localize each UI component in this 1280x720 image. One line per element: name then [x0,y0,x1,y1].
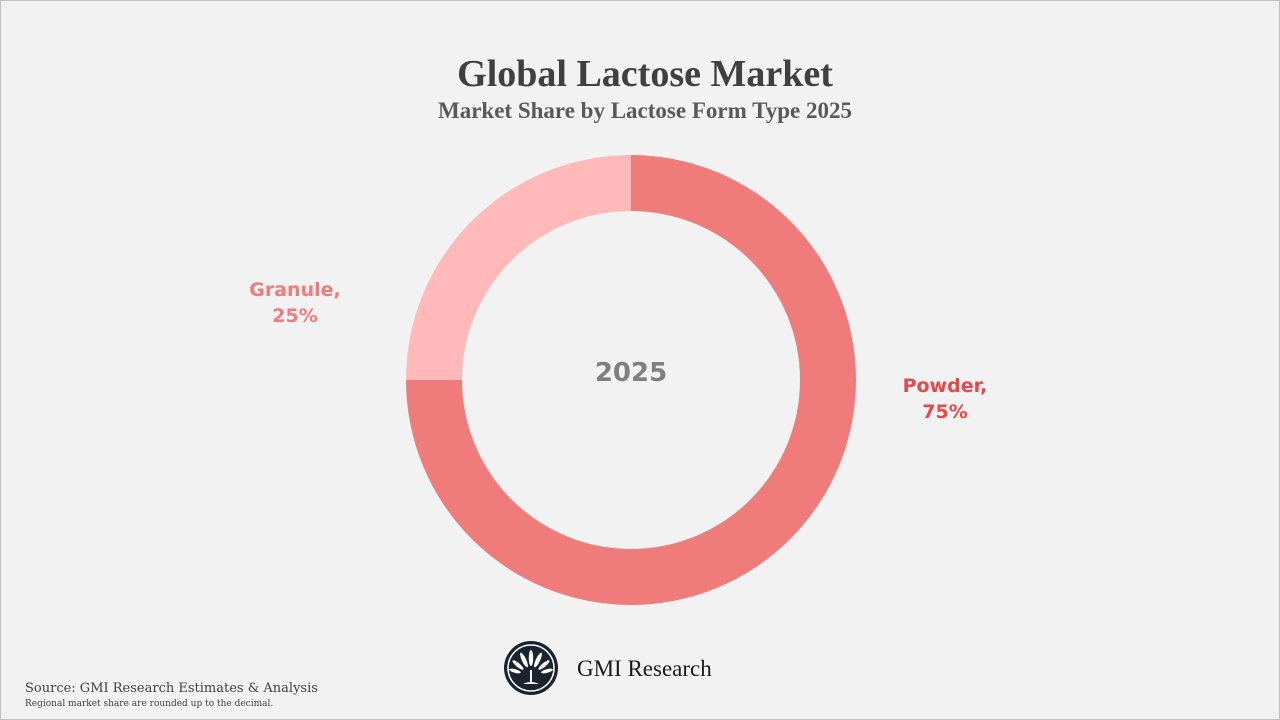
chart-title: Global Lactose Market [457,53,833,95]
source-text: Source: GMI Research Estimates & Analysi… [25,681,318,696]
label-granule-name: Granule, [249,279,341,301]
note-text: Regional market share are rounded up to … [25,699,274,709]
slice-granule [406,155,631,380]
label-granule-value: 25% [272,305,318,327]
label-granule: Granule, 25% [230,277,360,329]
center-label: 2025 [594,358,668,388]
label-powder-value: 75% [922,401,968,423]
chart-subtitle: Market Share by Lactose Form Type 2025 [438,98,852,123]
brand-name: GMI Research [577,656,712,681]
label-powder-name: Powder, [902,375,988,397]
label-powder: Powder, 75% [880,373,1010,425]
gmi-logo-icon [504,641,558,695]
